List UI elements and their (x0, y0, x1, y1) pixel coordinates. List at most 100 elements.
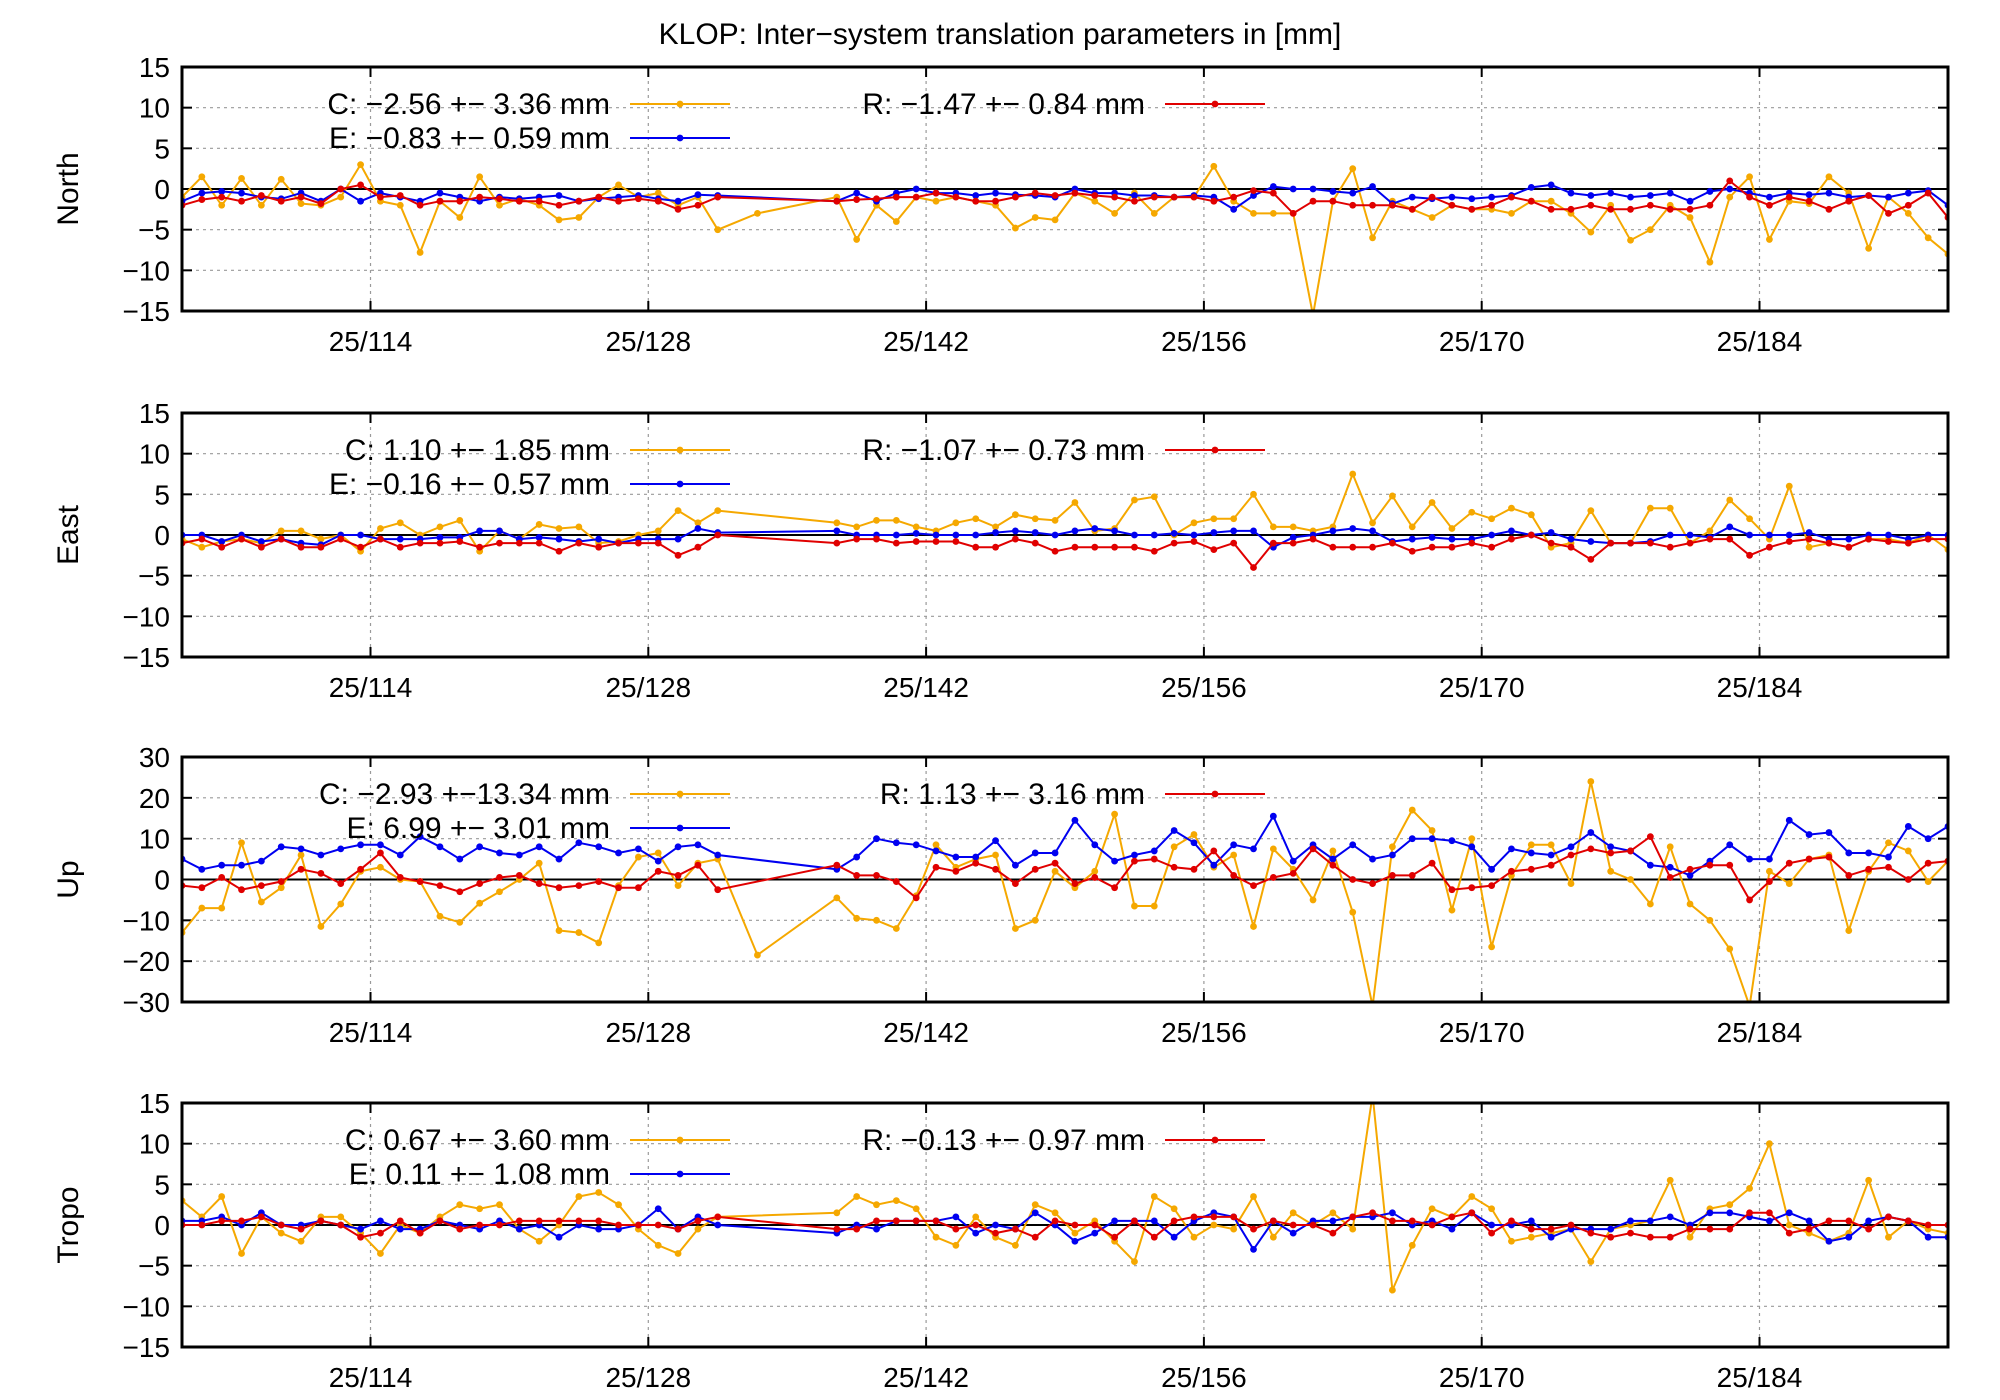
series-group (182, 161, 1948, 311)
data-point-C (1408, 806, 1416, 814)
data-point-R (317, 543, 325, 551)
data-point-R (1904, 539, 1912, 547)
data-point-C (1190, 831, 1198, 838)
data-point-R (1726, 861, 1734, 869)
plot-frame (180, 65, 1950, 313)
data-point-R (1885, 538, 1892, 545)
data-point-R (1587, 556, 1595, 563)
data-point-C (1607, 867, 1615, 875)
data-point-R (297, 1225, 305, 1233)
data-point-R (1150, 547, 1158, 555)
x-tick-label: 25/170 (1439, 1362, 1525, 1393)
data-point-R (575, 197, 583, 205)
data-point-C (932, 197, 940, 205)
data-point-E (1746, 855, 1753, 863)
data-point-R (1865, 192, 1873, 199)
data-point-R (575, 882, 583, 890)
data-point-R (892, 878, 900, 885)
data-point-E (1607, 1225, 1615, 1233)
data-point-E (1230, 527, 1238, 535)
data-point-E (952, 531, 960, 539)
x-tick-label: 25/170 (1439, 672, 1525, 703)
data-point-R (1190, 193, 1198, 201)
y-tick-label: 30 (139, 742, 170, 773)
data-point-E (1408, 535, 1416, 543)
data-point-R (853, 872, 861, 879)
data-point-R (1627, 539, 1634, 547)
data-point-E (535, 843, 543, 851)
data-point-C (674, 882, 682, 890)
data-point-E (634, 845, 642, 853)
legend-label-C: C: −2.93 +−13.34 mm (319, 778, 610, 811)
data-point-R (1666, 205, 1674, 213)
data-point-C (1309, 896, 1317, 904)
data-point-E (932, 531, 940, 539)
data-point-R (1587, 1229, 1595, 1237)
x-tick-label: 25/128 (605, 1017, 691, 1048)
data-point-R (1825, 1217, 1833, 1225)
data-point-E (1051, 531, 1059, 539)
data-point-C (654, 1241, 662, 1249)
data-point-R (436, 197, 444, 205)
data-point-R (1646, 539, 1654, 547)
data-point-C (932, 1233, 940, 1241)
data-point-E (238, 189, 245, 197)
data-point-E (1111, 527, 1119, 535)
data-point-R (1309, 845, 1317, 853)
data-point-E (1924, 1233, 1932, 1241)
data-point-E (1527, 849, 1535, 857)
data-point-E (1031, 1209, 1039, 1217)
data-point-R (1269, 1217, 1277, 1225)
data-point-C (1269, 1233, 1277, 1241)
data-point-C (873, 516, 880, 524)
data-point-R (1389, 1217, 1396, 1225)
data-point-R (1170, 1217, 1178, 1225)
data-point-E (357, 841, 364, 849)
data-point-C (277, 1229, 285, 1237)
data-point-C (1150, 210, 1158, 217)
data-point-C (1369, 519, 1376, 527)
data-point-R (456, 197, 464, 205)
data-point-C (1210, 162, 1218, 170)
data-point-C (357, 161, 364, 169)
data-point-R (694, 201, 702, 209)
data-point-C (1547, 841, 1555, 849)
data-point-E (992, 837, 999, 845)
legend-marker-C (676, 1136, 684, 1144)
data-point-R (1150, 1233, 1158, 1241)
data-point-C (992, 523, 999, 531)
x-tick-label: 25/142 (883, 1017, 969, 1048)
data-point-E (892, 839, 900, 847)
data-point-E (1468, 195, 1476, 203)
data-point-E (1349, 189, 1357, 197)
data-point-C (218, 1193, 226, 1200)
y-axis-label: North (52, 152, 85, 225)
data-point-R (1131, 543, 1138, 551)
x-tick-label: 25/128 (605, 326, 691, 357)
data-point-R (654, 867, 662, 875)
data-point-R (1428, 859, 1436, 867)
data-point-R (853, 535, 861, 543)
data-point-R (1131, 197, 1138, 205)
data-point-C (1389, 1286, 1396, 1294)
data-point-E (198, 865, 206, 873)
data-point-R (416, 1229, 424, 1237)
data-point-R (595, 543, 603, 551)
data-point-C (1111, 210, 1119, 217)
data-point-E (1230, 205, 1238, 213)
data-point-R (1071, 1221, 1079, 1229)
data-point-R (317, 869, 325, 877)
series-line-R (182, 533, 1948, 570)
data-point-E (1726, 1209, 1734, 1217)
data-point-R (1607, 849, 1615, 857)
x-tick-label: 25/142 (883, 1362, 969, 1393)
data-point-E (1349, 525, 1357, 532)
data-point-E (317, 851, 325, 859)
data-point-R (1230, 539, 1238, 547)
data-point-R (992, 865, 999, 873)
data-point-R (436, 1217, 444, 1225)
data-point-R (1091, 874, 1099, 881)
data-point-C (1468, 1193, 1476, 1200)
data-point-R (1150, 193, 1158, 201)
data-point-R (277, 1221, 285, 1229)
